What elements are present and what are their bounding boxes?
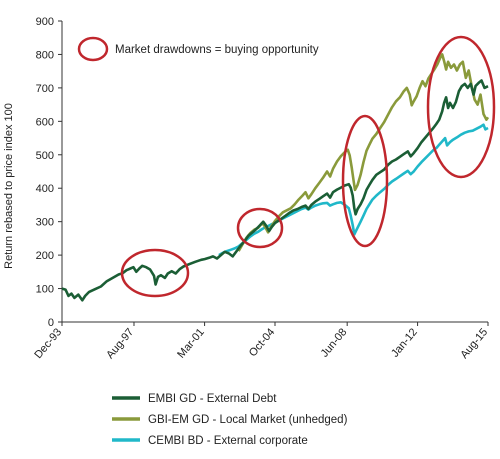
annotation-circle-icon xyxy=(77,36,109,62)
annotation-key: Market drawdowns = buying opportunity xyxy=(77,36,319,62)
y-tick-label: 800 xyxy=(36,49,54,61)
x-tick-label: Aug-15 xyxy=(458,326,490,361)
x-tick-label: Aug-97 xyxy=(104,326,136,361)
chart-axes xyxy=(58,20,489,326)
drawdown-circle-2008 xyxy=(341,114,389,248)
y-tick-label: 100 xyxy=(36,284,54,296)
legend-label-0: EMBI GD - External Debt xyxy=(148,393,277,405)
drawdown-circle-2014 xyxy=(426,35,496,179)
legend-label-2: CEMBI BD - External corporate xyxy=(148,435,308,447)
drawdown-highlights xyxy=(120,35,496,298)
series-line-0 xyxy=(61,79,489,302)
y-tick-label: 500 xyxy=(36,150,54,162)
drawdown-circle-1998 xyxy=(120,248,190,298)
x-tick-label: Jun-08 xyxy=(319,326,350,359)
y-tick-label: 300 xyxy=(36,217,54,229)
x-tick-label: Dec-93 xyxy=(32,326,64,361)
x-tick-label: Mar-01 xyxy=(175,326,207,360)
series-line-1 xyxy=(237,53,490,252)
y-axis-tick-labels: 0 100 200 300 400 500 600 700 800 900 xyxy=(36,16,54,329)
y-tick-label: 600 xyxy=(36,116,54,128)
y-tick-label: 900 xyxy=(36,16,54,28)
x-tick-label: Jan-12 xyxy=(389,326,420,359)
series-line-2 xyxy=(218,123,489,257)
chart-series xyxy=(61,53,490,302)
chart-legend: EMBI GD - External Debt GBI-EM GD - Local… xyxy=(112,393,348,447)
y-tick-label: 400 xyxy=(36,183,54,195)
y-tick-label: 200 xyxy=(36,250,54,262)
x-axis-tick-labels: Dec-93 Aug-97 Mar-01 Oct-04 Jun-08 Jan-12 Aug-… xyxy=(32,326,490,361)
x-tick-label: Oct-04 xyxy=(247,326,277,359)
annotation-label: Market drawdowns = buying opportunity xyxy=(115,44,319,56)
legend-label-1: GBI-EM GD - Local Market (unhedged) xyxy=(148,414,348,426)
y-tick-label: 700 xyxy=(36,83,54,95)
drawdown-circle-2004 xyxy=(236,207,284,249)
y-axis-title: Return rebased to price index 100 xyxy=(3,103,15,269)
y-tick-label: 0 xyxy=(48,317,54,329)
